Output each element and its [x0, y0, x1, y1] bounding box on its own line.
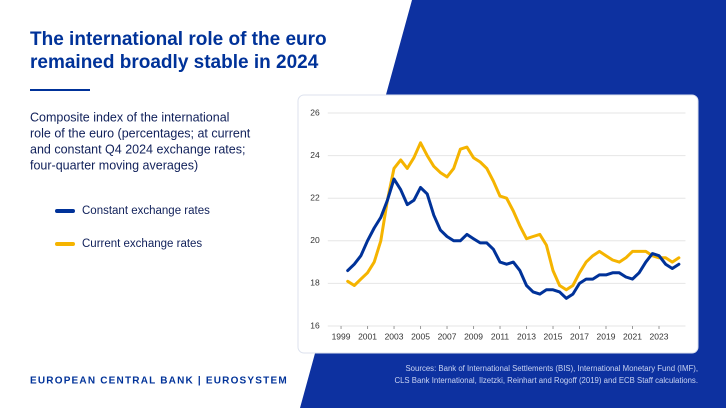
series-line	[346, 141, 681, 292]
y-tick-label: 16	[310, 320, 320, 330]
x-tick-label: 2017	[570, 331, 589, 341]
x-tick-label: 2003	[385, 331, 404, 341]
subtitle: and constant Q4 2024 exchange rates;	[30, 142, 245, 156]
x-tick-label: 2007	[438, 331, 457, 341]
x-tick-label: 2009	[464, 331, 483, 341]
y-tick-label: 24	[310, 150, 320, 160]
chart-panel	[297, 94, 699, 354]
y-tick-label: 18	[310, 278, 320, 288]
x-tick-label: 2019	[597, 331, 616, 341]
x-tick-label: 2021	[623, 331, 642, 341]
subtitle: Composite index of the international	[30, 110, 229, 124]
x-tick-label: 2005	[411, 331, 430, 341]
subtitle: four-quarter moving averages)	[30, 158, 198, 172]
subtitle: role of the euro (percentages; at curren…	[30, 126, 251, 140]
footer: EUROPEAN CENTRAL BANK | EUROSYSTEM	[30, 376, 288, 387]
x-tick-label: 2015	[544, 331, 563, 341]
x-tick-label: 1999	[332, 331, 351, 341]
y-tick-label: 20	[310, 235, 320, 245]
title: The international role of the euro	[30, 29, 327, 50]
legend-label: Current exchange rates	[82, 238, 202, 250]
x-tick-label: 2011	[491, 331, 510, 341]
legend-label: Constant exchange rates	[82, 205, 210, 217]
sources: Sources: Bank of International Settlemen…	[405, 364, 698, 373]
sources: CLS Bank International, Ilzetzki, Reinha…	[394, 376, 698, 385]
x-tick-label: 2013	[517, 331, 536, 341]
title: remained broadly stable in 2024	[30, 52, 319, 73]
series-line	[346, 177, 681, 300]
x-tick-label: 2001	[358, 331, 377, 341]
x-tick-label: 2023	[650, 331, 669, 341]
y-tick-label: 22	[310, 192, 320, 202]
y-tick-label: 26	[310, 107, 320, 117]
